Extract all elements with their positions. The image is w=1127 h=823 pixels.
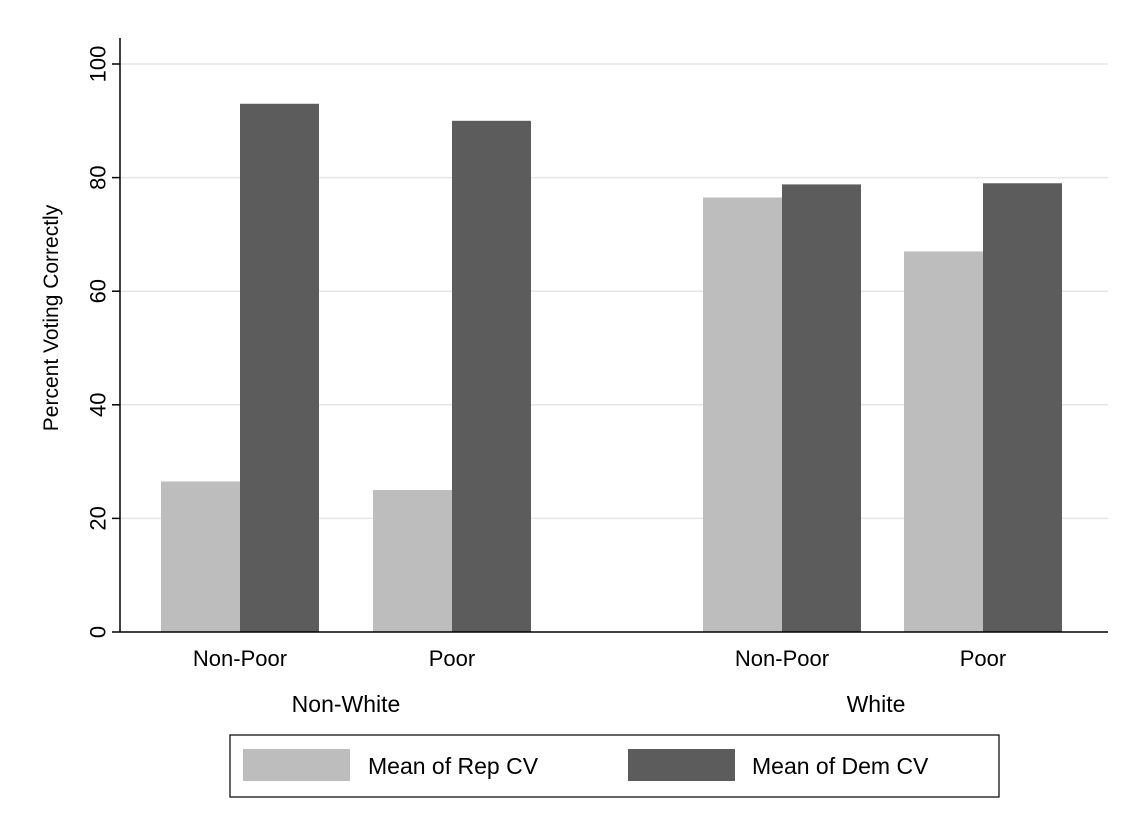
x-tick-label: Poor: [960, 646, 1006, 671]
x-tick-label: Non-Poor: [193, 646, 287, 671]
bar-dem-2: [782, 184, 861, 632]
y-tick-label: 20: [86, 506, 111, 530]
bar-rep-1: [373, 490, 452, 632]
legend-box: [229, 734, 1000, 798]
group-label: Non-White: [292, 691, 401, 717]
legend-label-dem: Mean of Dem CV: [752, 753, 929, 779]
x-tick-labels: Non-Poor Poor Non-Poor Poor: [193, 646, 1006, 671]
y-tick-label: 60: [86, 279, 111, 303]
x-tick-label: Poor: [429, 646, 475, 671]
bar-dem-1: [452, 120, 531, 633]
y-tick-label: 80: [86, 165, 111, 189]
y-tick-label: 100: [86, 46, 111, 83]
x-tick-label: Non-Poor: [735, 646, 829, 671]
y-ticks: 0 20 40 60 80 100: [86, 46, 120, 638]
y-tick-label: 0: [86, 626, 111, 638]
bar-rep-3: [904, 251, 983, 632]
legend-swatch-rep: [243, 749, 350, 781]
group-label: White: [847, 691, 906, 717]
bar-rep-2: [703, 197, 782, 633]
y-axis-title: Percent Voting Correctly: [40, 204, 63, 431]
bar-dem-0: [240, 103, 319, 632]
legend-label-rep: Mean of Rep CV: [368, 753, 539, 779]
bar-rep-0: [161, 481, 240, 632]
axes: [119, 38, 1108, 633]
y-tick-label: 40: [86, 393, 111, 417]
legend: Mean of Rep CV Mean of Dem CV: [229, 734, 1000, 798]
bar-dem-3: [983, 183, 1062, 632]
group-labels: Non-White White: [292, 691, 906, 717]
bars: [161, 103, 1062, 633]
legend-swatch-dem: [628, 749, 735, 781]
